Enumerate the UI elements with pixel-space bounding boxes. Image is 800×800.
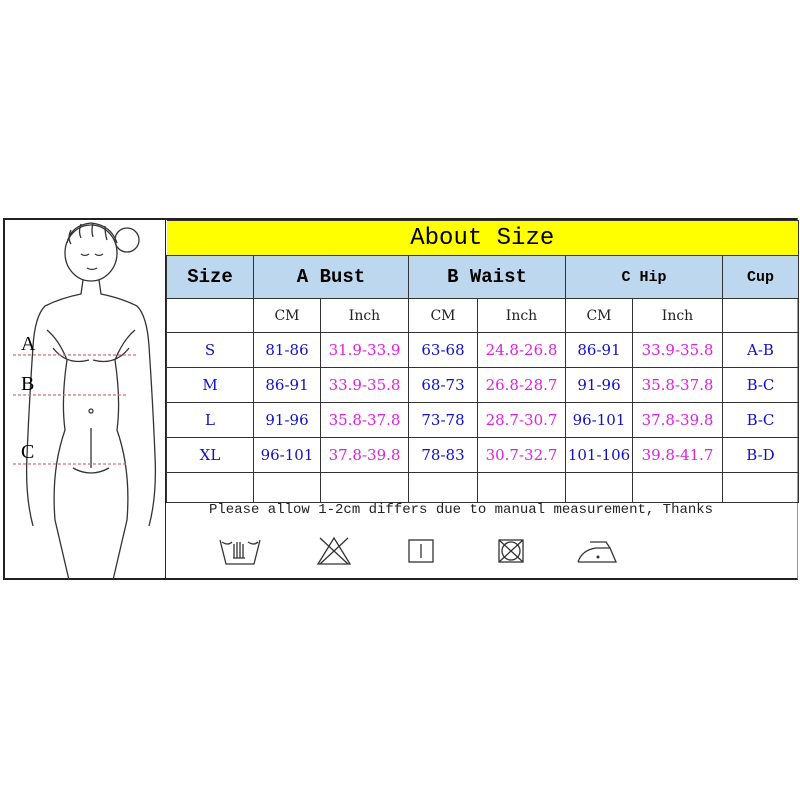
unit-inch: Inch [320, 298, 409, 333]
unit-inch: Inch [477, 298, 566, 333]
bust-cm-cell: 86-91 [253, 367, 321, 403]
waist-inch-cell: 30.7-32.7 [477, 437, 566, 473]
hip-cm-cell: 86-91 [565, 332, 633, 368]
body-measurement-figure: A B C [3, 218, 166, 581]
size-cell: S [166, 332, 254, 368]
unit-cm: CM [408, 298, 478, 333]
hip-inch-cell: 39.8-41.7 [632, 437, 723, 473]
unit-cm: CM [253, 298, 321, 333]
bust-cm-cell: 91-96 [253, 402, 321, 438]
waist-cm-cell: 68-73 [408, 367, 478, 403]
hip-inch-cell: 33.9-35.8 [632, 332, 723, 368]
table-row: S 81-86 31.9-33.9 63-68 24.8-26.8 86-91 … [166, 332, 799, 368]
hip-cm-cell: 91-96 [565, 367, 633, 403]
hand-wash-icon [219, 539, 261, 565]
label-a: A [21, 333, 36, 355]
size-cell: M [166, 367, 254, 403]
size-table: About Size Size A Bust B Waist C Hip Cup… [166, 220, 799, 503]
bust-cm-cell: 81-86 [253, 332, 321, 368]
waist-inch-cell: 26.8-28.7 [477, 367, 566, 403]
unit-empty [722, 298, 799, 333]
unit-empty [166, 298, 254, 333]
header-hip: C Hip [565, 255, 723, 299]
header-cup: Cup [722, 255, 799, 299]
hip-inch-cell: 35.8-37.8 [632, 367, 723, 403]
table-title: About Size [166, 220, 799, 256]
size-cell: XL [166, 437, 254, 473]
table-row: XL 96-101 37.8-39.8 78-83 30.7-32.7 101-… [166, 437, 799, 473]
waist-inch-cell: 28.7-30.7 [477, 402, 566, 438]
hip-cm-cell: 96-101 [565, 402, 633, 438]
table-row: M 86-91 33.9-35.8 68-73 26.8-28.7 91-96 … [166, 367, 799, 403]
size-cell: L [166, 402, 254, 438]
header-bust: A Bust [253, 255, 409, 299]
label-b: B [21, 373, 34, 395]
table-row: L 91-96 35.8-37.8 73-78 28.7-30.7 96-101… [166, 402, 799, 438]
iron-icon [577, 541, 617, 563]
line-dry-icon [408, 539, 434, 563]
bust-inch-cell: 31.9-33.9 [320, 332, 409, 368]
bust-inch-cell: 35.8-37.8 [320, 402, 409, 438]
do-not-tumble-dry-icon [498, 539, 524, 563]
hip-cm-cell: 101-106 [565, 437, 633, 473]
bust-cm-cell: 96-101 [253, 437, 321, 473]
bust-inch-cell: 33.9-35.8 [320, 367, 409, 403]
cup-cell: B-C [722, 367, 799, 403]
label-c: C [21, 441, 34, 463]
cup-cell: B-D [722, 437, 799, 473]
body-outline-icon: A B C [13, 222, 157, 581]
bust-inch-cell: 37.8-39.8 [320, 437, 409, 473]
header-size: Size [166, 255, 254, 299]
note-section: Please allow 1-2cm differs due to manual… [166, 498, 798, 580]
unit-cm: CM [565, 298, 633, 333]
cup-cell: B-C [722, 402, 799, 438]
waist-cm-cell: 63-68 [408, 332, 478, 368]
hip-inch-cell: 37.8-39.8 [632, 402, 723, 438]
waist-cm-cell: 78-83 [408, 437, 478, 473]
cup-cell: A-B [722, 332, 799, 368]
waist-cm-cell: 73-78 [408, 402, 478, 438]
waist-inch-cell: 24.8-26.8 [477, 332, 566, 368]
measurement-note: Please allow 1-2cm differs due to manual… [209, 502, 714, 518]
do-not-bleach-icon [316, 536, 352, 565]
unit-inch: Inch [632, 298, 723, 333]
empty-row [166, 472, 799, 503]
header-waist: B Waist [408, 255, 566, 299]
